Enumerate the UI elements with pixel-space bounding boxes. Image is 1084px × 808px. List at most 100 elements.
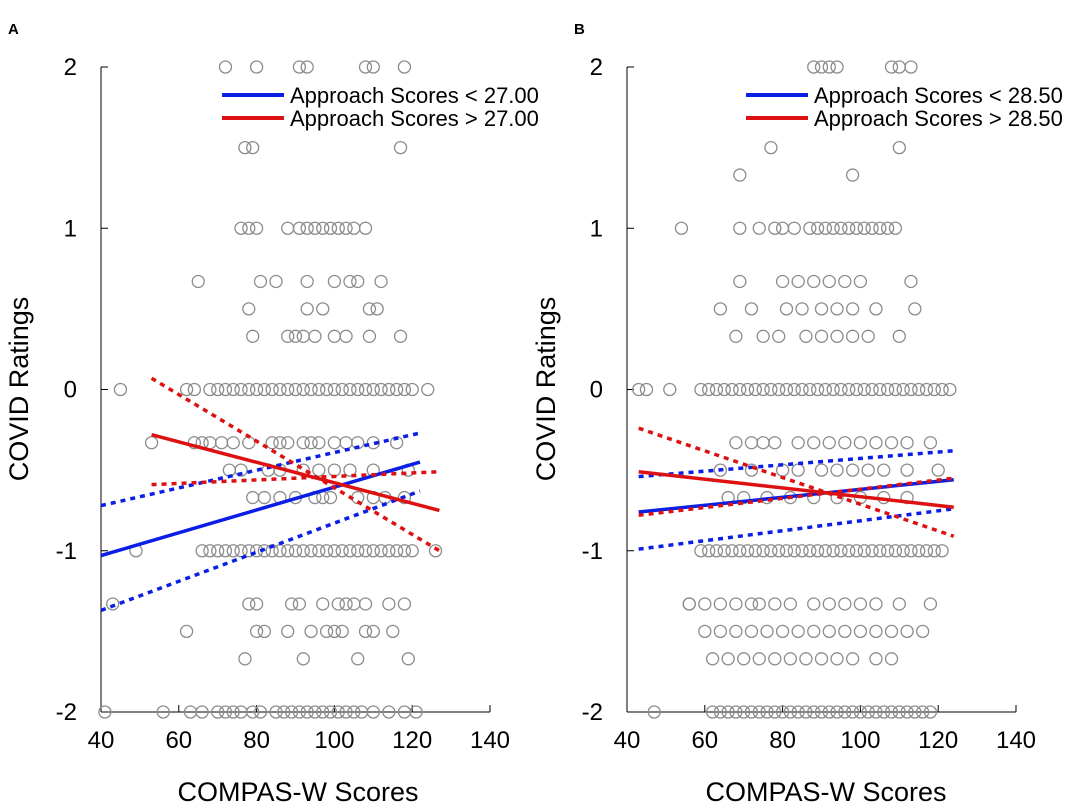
data-point	[713, 463, 728, 477]
data-point	[358, 221, 373, 235]
data-point	[281, 624, 295, 639]
data-point	[393, 329, 408, 343]
data-point	[826, 221, 840, 235]
data-point	[810, 382, 825, 397]
data-point	[768, 652, 782, 666]
data-point	[335, 382, 349, 397]
data-point	[358, 544, 373, 558]
data-point	[284, 597, 299, 611]
data-point	[919, 382, 934, 397]
data-point	[799, 652, 813, 666]
x-tick-label: 140	[996, 727, 1036, 754]
data-point	[787, 544, 801, 558]
data-point	[308, 705, 322, 719]
x-tick-label: 100	[840, 727, 880, 754]
legend-label-high-b: Approach Scores > 28.50	[814, 106, 1063, 131]
data-point	[822, 705, 836, 719]
data-point	[277, 705, 291, 719]
plot-area-a: 40 60 80 100 120 140 -2 -1 0 1 2	[56, 54, 510, 754]
x-tick-label: 40	[614, 727, 641, 754]
data-point	[748, 544, 763, 558]
data-point	[257, 624, 272, 639]
data-point	[144, 436, 159, 450]
data-point	[845, 168, 860, 182]
data-point	[327, 624, 342, 639]
data-point	[900, 624, 914, 639]
data-point	[421, 382, 435, 397]
data-point	[304, 624, 318, 639]
data-point	[702, 382, 716, 397]
data-point	[853, 436, 868, 450]
data-point	[312, 382, 326, 397]
data-point	[849, 382, 864, 397]
data-point	[284, 705, 299, 719]
data-point	[347, 705, 361, 719]
data-point	[744, 302, 759, 316]
data-point	[709, 382, 724, 397]
data-point	[884, 60, 899, 74]
data-point	[931, 463, 945, 477]
data-point	[335, 624, 349, 639]
data-point	[316, 221, 330, 235]
data-point	[908, 302, 922, 316]
data-point	[853, 624, 868, 639]
data-point	[246, 490, 260, 505]
data-point	[787, 382, 801, 397]
data-point	[698, 624, 712, 639]
data-point	[288, 544, 303, 558]
data-point	[249, 597, 264, 611]
data-point	[366, 705, 380, 719]
data-point	[347, 221, 361, 235]
data-point	[873, 382, 887, 397]
data-point	[791, 436, 805, 450]
data-point	[632, 382, 646, 397]
data-point	[323, 490, 338, 505]
data-point	[853, 705, 868, 719]
data-point	[211, 544, 225, 558]
data-point	[830, 329, 844, 343]
panel-letter-a: A	[8, 21, 19, 38]
data-point	[358, 624, 373, 639]
data-point	[347, 597, 361, 611]
data-point	[725, 382, 739, 397]
data-point	[281, 382, 295, 397]
data-point	[857, 221, 871, 235]
data-point	[257, 382, 272, 397]
data-point	[288, 329, 303, 343]
data-point	[156, 705, 170, 719]
data-point	[203, 382, 217, 397]
data-point	[729, 436, 743, 450]
data-point	[884, 624, 899, 639]
data-point	[405, 382, 419, 397]
data-point	[292, 705, 307, 719]
data-point	[923, 436, 938, 450]
data-point	[756, 329, 770, 343]
data-point	[257, 490, 272, 505]
data-point	[694, 544, 708, 558]
data-point	[729, 705, 743, 719]
data-point	[300, 705, 314, 719]
data-point	[756, 382, 770, 397]
data-point	[772, 544, 786, 558]
data-point	[733, 544, 747, 558]
data-point	[382, 597, 396, 611]
data-point	[265, 436, 279, 450]
data-point	[382, 705, 396, 719]
data-point	[682, 597, 696, 611]
data-point	[343, 274, 357, 289]
data-point	[327, 329, 342, 343]
data-point	[319, 382, 334, 397]
data-point	[904, 274, 918, 289]
data-point	[253, 274, 268, 289]
data-point	[810, 221, 825, 235]
x-tick-label: 100	[314, 727, 354, 754]
data-point	[869, 624, 883, 639]
data-point	[737, 705, 751, 719]
data-point	[768, 436, 782, 450]
data-point	[304, 544, 318, 558]
data-point	[218, 705, 233, 719]
data-point	[814, 652, 829, 666]
data-point	[861, 329, 875, 343]
data-point	[896, 544, 910, 558]
y-tick-label: 2	[590, 54, 603, 81]
